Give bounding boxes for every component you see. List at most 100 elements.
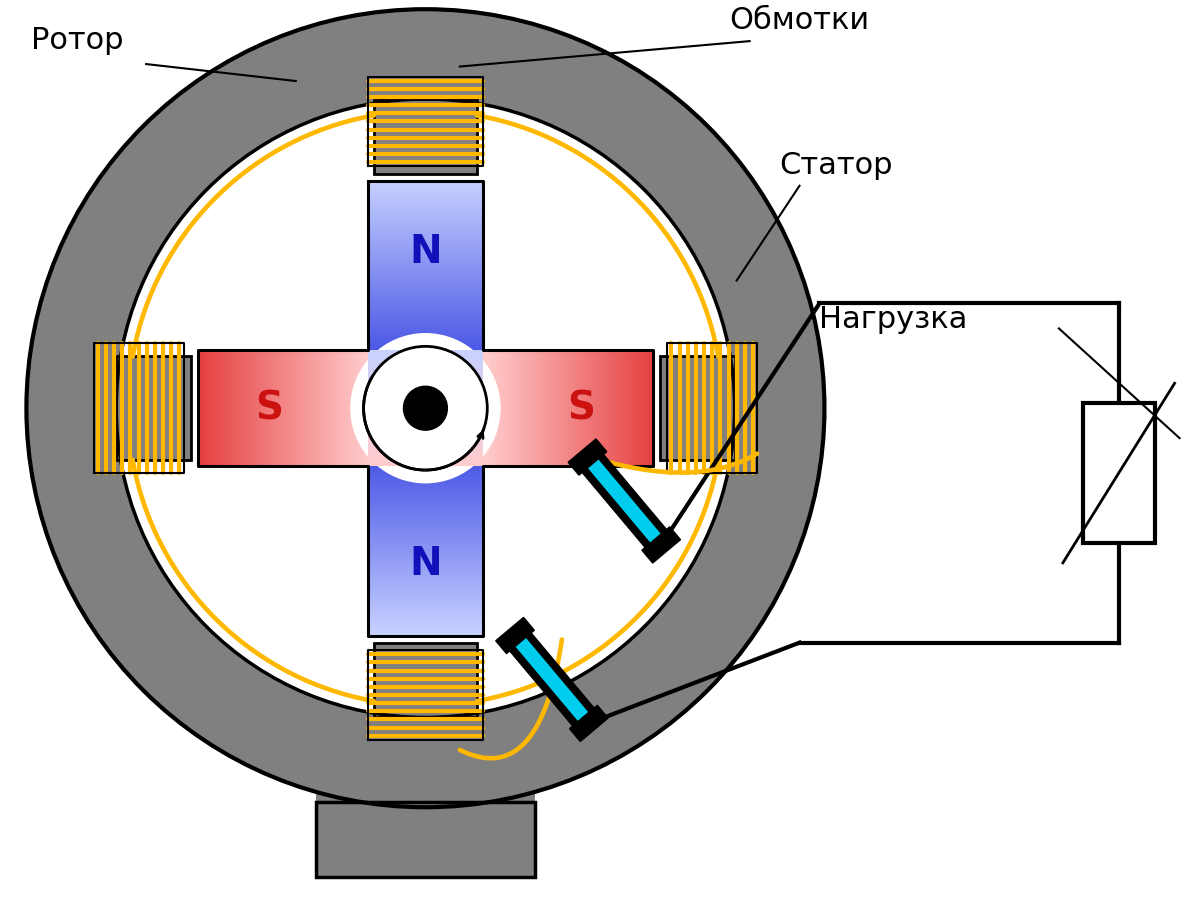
Bar (367, 456, 484, 458)
Bar (244, 350, 246, 466)
Bar (367, 192, 484, 195)
Bar (367, 345, 484, 347)
Bar (367, 422, 484, 424)
Bar (619, 350, 622, 466)
Bar (571, 350, 574, 466)
Bar (367, 551, 484, 554)
Bar (568, 350, 571, 466)
Bar (212, 350, 215, 466)
Bar (215, 350, 217, 466)
Bar (350, 350, 354, 466)
Bar (367, 406, 484, 409)
Bar (340, 350, 342, 466)
Bar (367, 613, 484, 616)
Text: Обмотки: Обмотки (730, 6, 870, 35)
Bar (367, 419, 484, 422)
Bar (269, 350, 271, 466)
Wedge shape (203, 369, 239, 447)
Bar (367, 277, 484, 280)
Bar (559, 350, 563, 466)
Text: S: S (256, 389, 283, 428)
Bar (367, 502, 484, 506)
Bar (294, 350, 296, 466)
Bar (367, 358, 484, 360)
Bar (582, 350, 586, 466)
Bar (367, 220, 484, 223)
Bar (277, 350, 280, 466)
Polygon shape (577, 448, 672, 554)
Bar (367, 347, 484, 350)
Polygon shape (568, 439, 607, 475)
Bar (367, 305, 484, 308)
Bar (523, 350, 526, 466)
Bar (367, 249, 484, 252)
Bar (367, 288, 484, 291)
Bar (367, 494, 484, 497)
Bar (367, 382, 484, 383)
Bar (367, 366, 484, 368)
Bar (484, 350, 486, 466)
Bar (367, 435, 484, 437)
Bar (367, 418, 484, 419)
Bar (319, 350, 323, 466)
Wedge shape (386, 186, 464, 222)
Bar (316, 802, 535, 877)
Bar (500, 350, 503, 466)
Bar (367, 212, 484, 215)
Polygon shape (504, 627, 600, 732)
Bar (367, 387, 484, 389)
Bar (594, 350, 596, 466)
Bar (232, 350, 235, 466)
Text: S: S (568, 389, 595, 428)
Bar (642, 350, 644, 466)
Bar (367, 184, 484, 187)
Circle shape (116, 99, 734, 717)
Bar (367, 630, 484, 633)
Bar (367, 611, 484, 613)
Bar (367, 291, 484, 294)
Wedge shape (386, 594, 464, 630)
Bar (328, 350, 331, 466)
Bar (492, 350, 494, 466)
Bar (367, 483, 484, 486)
Bar (367, 385, 484, 387)
Bar (367, 582, 484, 584)
Bar (367, 500, 484, 502)
Bar (548, 350, 551, 466)
Bar (367, 272, 484, 274)
Bar (367, 370, 484, 372)
Bar (367, 455, 484, 456)
Bar (367, 531, 484, 534)
Bar (300, 350, 302, 466)
Bar (367, 334, 484, 336)
Bar (628, 350, 630, 466)
Polygon shape (373, 99, 478, 174)
Bar (367, 354, 484, 356)
Bar (275, 350, 277, 466)
Bar (616, 350, 619, 466)
Bar (367, 579, 484, 582)
Bar (367, 624, 484, 627)
Bar (367, 416, 484, 418)
Bar (367, 399, 484, 400)
Bar (367, 412, 484, 414)
Bar (367, 327, 484, 330)
Bar (367, 260, 484, 262)
Bar (367, 195, 484, 198)
Bar (557, 350, 559, 466)
Bar (367, 568, 484, 571)
Bar (542, 350, 546, 466)
Bar (367, 431, 484, 433)
Bar (367, 269, 484, 272)
Bar (1082, 403, 1154, 543)
Bar (367, 274, 484, 277)
Bar (650, 350, 653, 466)
Bar (283, 350, 286, 466)
Bar (625, 350, 628, 466)
Bar (367, 548, 484, 551)
Bar (367, 229, 484, 232)
Polygon shape (512, 634, 592, 725)
Bar (605, 350, 607, 466)
Bar (367, 350, 484, 353)
Bar (367, 389, 484, 391)
